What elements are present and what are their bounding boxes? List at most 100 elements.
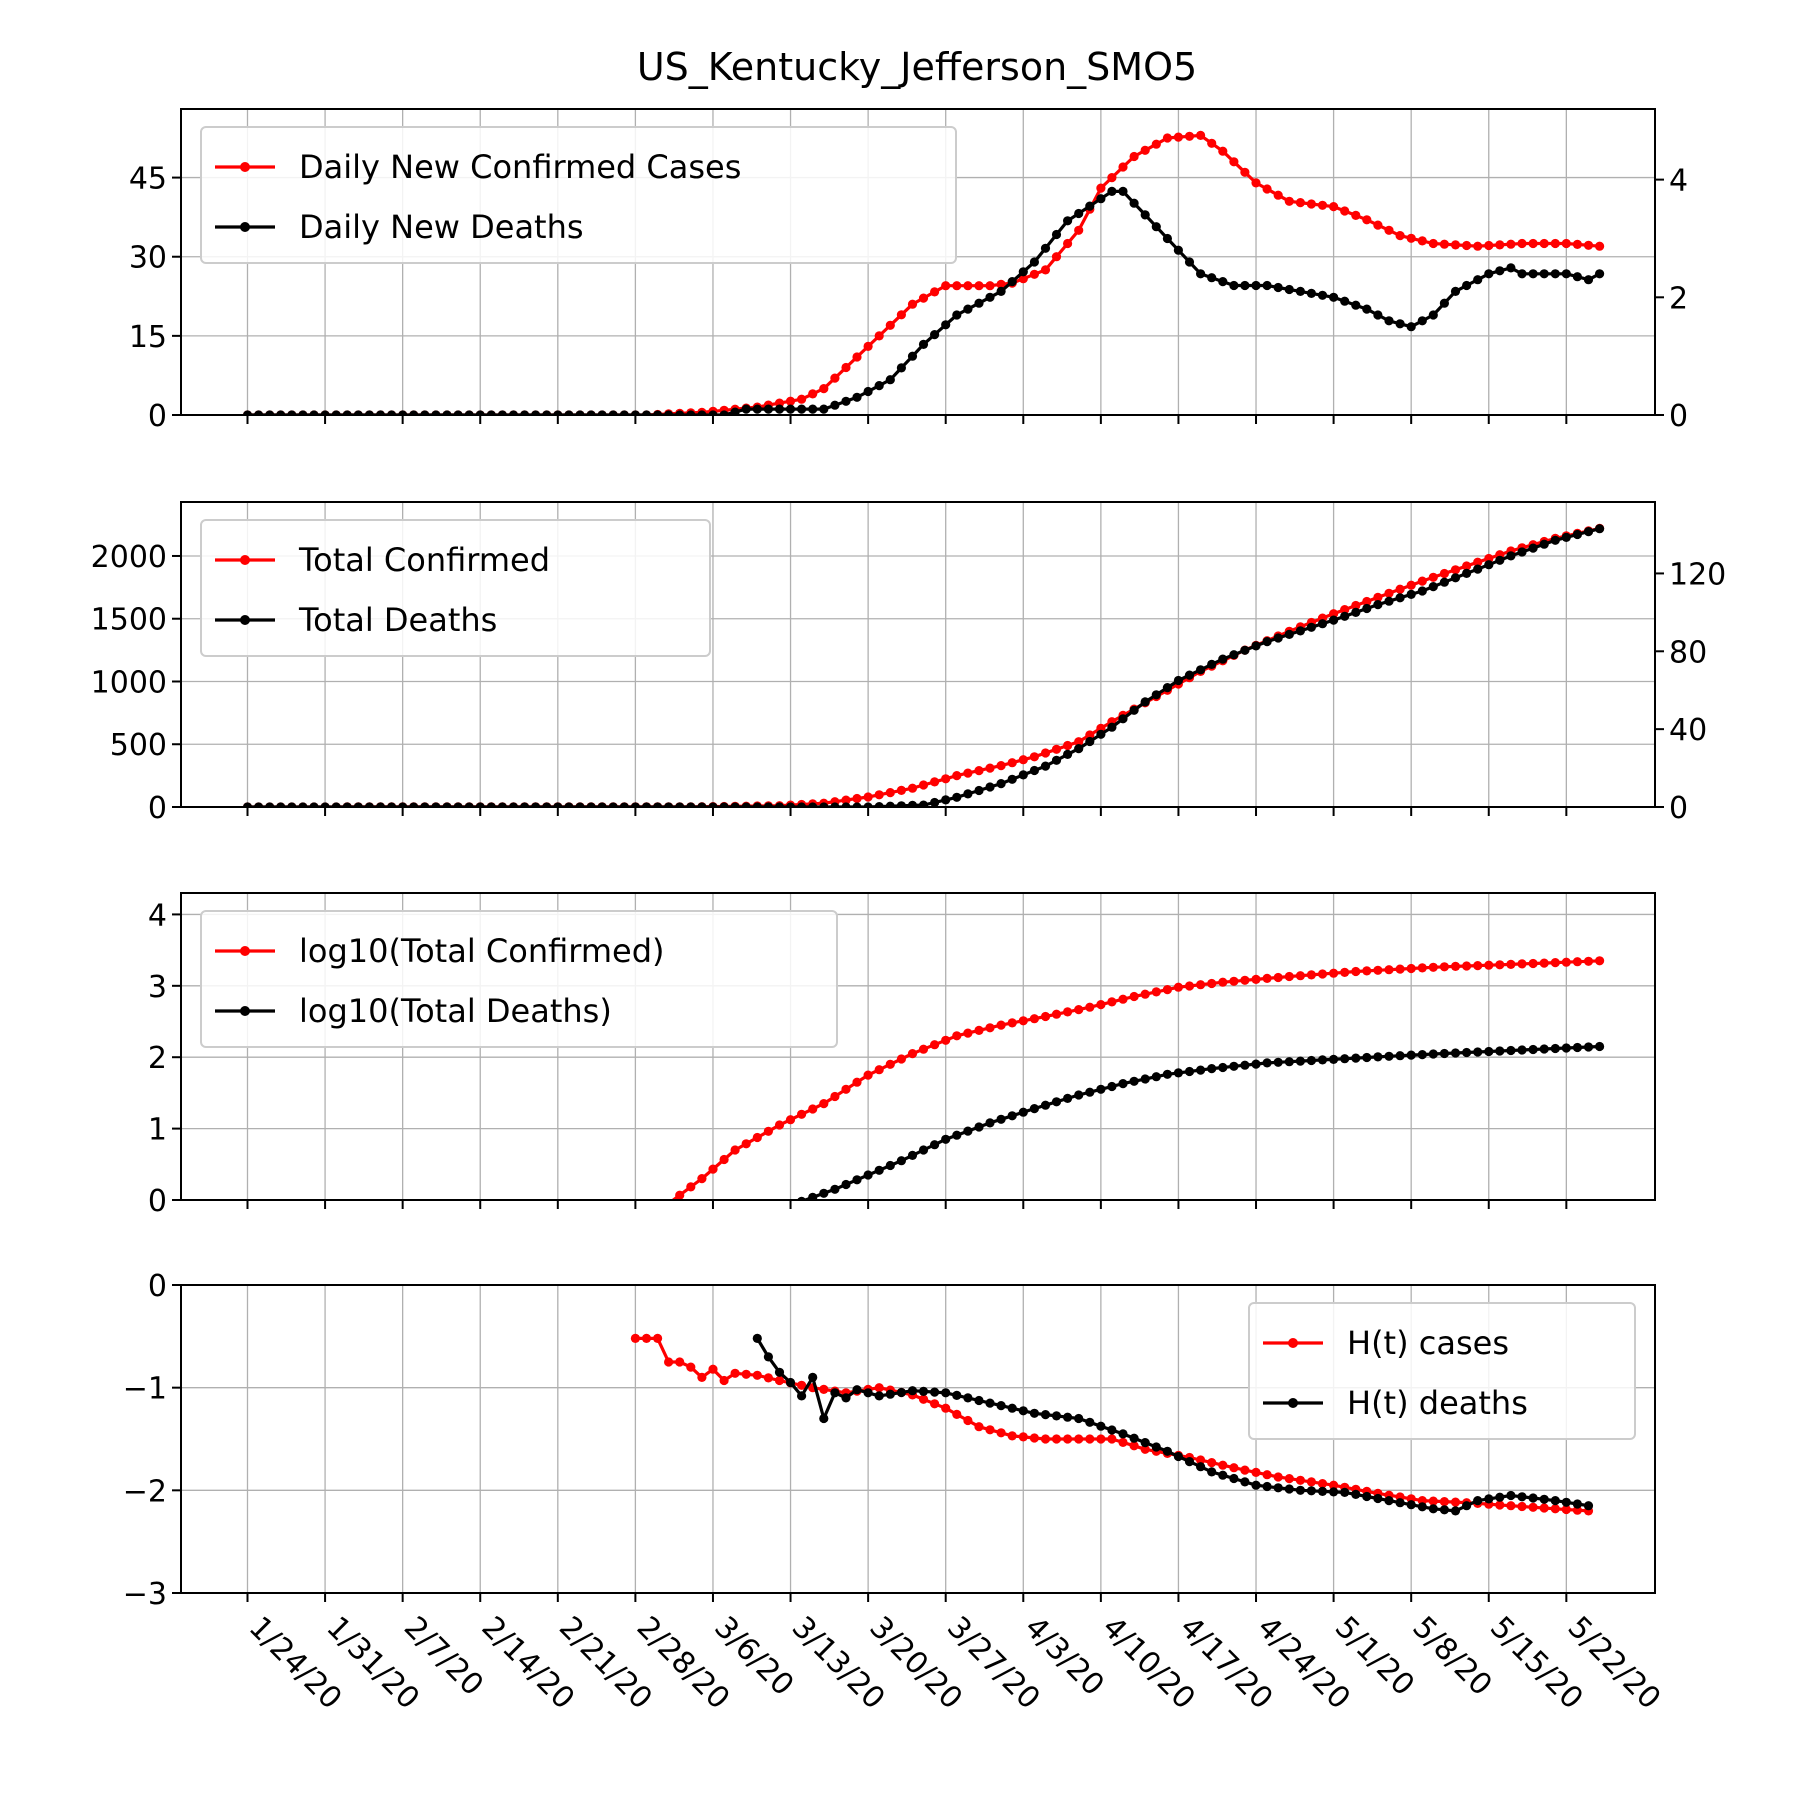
legend-label: log10(Total Confirmed) [299,932,665,970]
data-point [1406,1500,1416,1510]
data-point [1129,1076,1139,1086]
data-point [808,1192,818,1200]
data-point [719,1375,729,1386]
data-point [941,1403,951,1413]
data-point [1495,1492,1505,1502]
data-point [1450,286,1461,296]
data-point [1417,316,1427,326]
data-point [1207,1064,1217,1074]
data-point [1051,1411,1062,1421]
data-point [1040,748,1051,758]
data-point [1329,1480,1339,1490]
data-point [1151,222,1161,232]
data-point [1196,1455,1206,1465]
legend-marker [1288,1338,1298,1348]
data-point [952,1409,962,1419]
legend-marker [240,1006,250,1016]
data-point [1251,1467,1261,1477]
data-point [1517,269,1527,279]
data-point [1362,596,1372,607]
y2-tick-label: 4 [1669,164,1688,199]
data-point [1040,265,1051,275]
data-point [1395,231,1405,241]
data-point [664,410,674,415]
data-point [442,802,452,807]
data-point [1417,963,1427,973]
data-point [708,1164,718,1174]
data-point [830,1091,840,1102]
data-point [852,793,862,804]
data-point [1351,300,1361,310]
data-point [387,410,397,415]
data-point [431,802,441,807]
data-point [1428,582,1438,592]
data-point [1362,215,1372,225]
data-point [1085,201,1095,211]
data-point [1251,1059,1261,1069]
data-point [863,1170,873,1180]
data-point [1229,157,1239,167]
data-point [1583,1501,1594,1511]
data-point [1074,744,1084,754]
data-point [675,802,685,807]
data-point [1240,1465,1250,1475]
data-point [730,1145,740,1155]
data-point [420,410,430,415]
data-point [996,779,1006,789]
data-point [1151,1442,1161,1452]
data-point [309,410,319,415]
data-point [1550,958,1560,968]
data-point [708,1364,718,1374]
data-point [985,1425,995,1435]
data-point [1018,1432,1028,1442]
data-point [1351,600,1361,611]
data-point [1151,1072,1161,1082]
data-point [797,802,807,807]
data-point [1162,985,1172,995]
data-point [1196,269,1206,279]
data-point [763,404,774,414]
series-log10-total-confirmed- [665,956,1605,1200]
data-point [398,410,408,415]
data-point [719,410,729,415]
data-point [918,1394,929,1404]
data-point [1107,997,1117,1007]
data-point [1317,290,1328,300]
data-point [963,304,973,314]
legend: log10(Total Confirmed) log10(Total Deaths… [200,910,838,1048]
data-point [918,1145,929,1155]
data-point [1218,654,1228,664]
data-point [1207,978,1217,989]
data-point [1395,964,1405,974]
data-point [763,1126,774,1136]
data-point [1207,1467,1217,1477]
data-point [453,802,463,807]
data-point [1273,1472,1283,1482]
data-point [1417,1502,1427,1512]
data-point [486,410,496,415]
data-point [619,802,629,807]
data-point [1018,274,1028,284]
data-point [1528,958,1538,969]
data-point [1572,272,1582,282]
data-point [1495,266,1505,276]
data-point [686,1182,696,1192]
data-point [697,410,707,415]
data-point [1040,243,1051,253]
data-point [1151,987,1161,997]
data-point [1218,1470,1228,1480]
data-point [930,777,940,787]
data-point [1184,257,1195,267]
data-point [1561,1504,1571,1515]
y-tick-label: −2 [123,1474,167,1509]
data-point [1140,989,1150,999]
data-point [1528,1502,1538,1512]
data-point [1207,1458,1217,1468]
y-tick-label: −1 [123,1372,167,1407]
data-point [1462,1501,1472,1511]
series-total-deaths [242,524,1605,807]
data-point [785,1115,796,1125]
data-point [1340,611,1350,621]
data-point [1450,1048,1461,1058]
